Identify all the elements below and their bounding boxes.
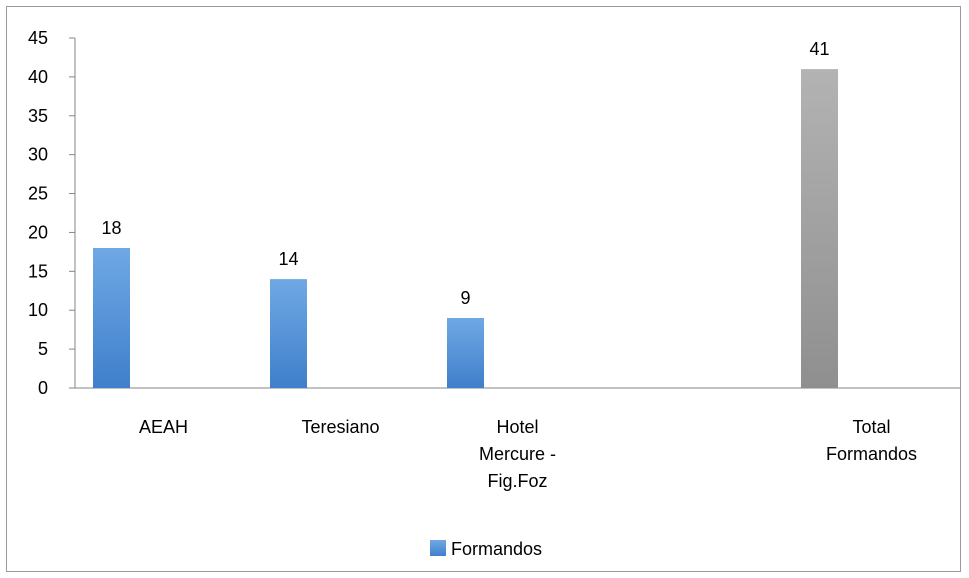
y-tick-label: 10 [28, 300, 48, 320]
x-category-label: Teresiano [301, 417, 379, 437]
bar-data-label: 41 [809, 39, 829, 59]
y-tick-label: 0 [38, 378, 48, 398]
y-tick-label: 25 [28, 184, 48, 204]
bar [270, 279, 307, 388]
y-axis: 0 5 10 15 20 25 30 35 40 45 [28, 28, 76, 398]
bar-data-label: 9 [460, 288, 470, 308]
y-tick-label: 5 [38, 339, 48, 359]
y-tick-label: 15 [28, 261, 48, 281]
y-tick-label: 35 [28, 106, 48, 126]
data-labels: 18 14 9 41 [101, 39, 829, 308]
y-tick-label: 40 [28, 67, 48, 87]
x-axis: AEAH Teresiano Hotel Mercure -Fig.Foz Total F… [75, 387, 960, 491]
bar [801, 69, 838, 388]
x-category-label: AEAH [139, 417, 188, 437]
legend: Formandos [430, 539, 542, 559]
bar [93, 248, 130, 388]
bar-data-label: 18 [101, 218, 121, 238]
bar-data-label: 14 [278, 249, 298, 269]
bar [447, 318, 484, 388]
y-tick-label: 30 [28, 145, 48, 165]
legend-label-formandos: Formandos [451, 539, 542, 559]
legend-swatch-formandos [430, 540, 446, 556]
x-category-label: Total Formandos [826, 417, 917, 464]
y-tick-label: 20 [28, 222, 48, 242]
x-category-label: Hotel Mercure -Fig.Foz [479, 417, 556, 491]
bars [93, 69, 838, 388]
y-tick-label: 45 [28, 28, 48, 48]
